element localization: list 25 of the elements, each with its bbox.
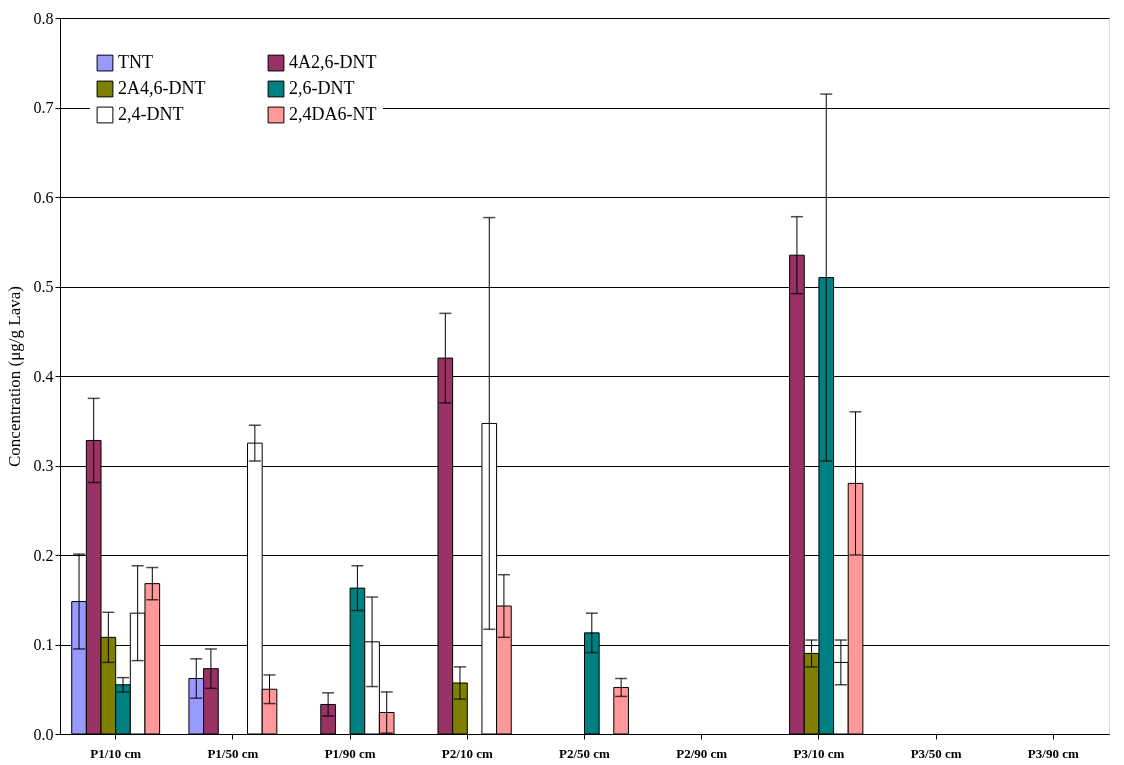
x-tick-label: P3/90 cm <box>1027 745 1079 761</box>
y-tick-label: 0.1 <box>33 636 54 653</box>
legend-label: TNT <box>118 52 153 73</box>
x-tick-label: P2/10 cm <box>441 745 493 761</box>
x-tick-label: P1/10 cm <box>90 745 142 761</box>
x-tick-label: P1/50 cm <box>207 745 259 761</box>
y-tick-label: 0.5 <box>33 278 54 295</box>
y-tick-label: 0.6 <box>33 188 54 206</box>
y-tick-label: 0.4 <box>33 367 54 385</box>
x-tick-label: P2/90 cm <box>676 745 728 761</box>
x-tick-label: P3/10 cm <box>793 745 845 761</box>
legend-label: 2A4,6-DNT <box>118 78 206 98</box>
x-tick-label: P1/90 cm <box>324 745 376 761</box>
x-tick-label: P3/50 cm <box>910 745 962 761</box>
legend-label: 4A2,6-DNT <box>289 52 377 73</box>
legend-label: 2,4DA6-NT <box>289 104 377 124</box>
legend-label: 2,6-DNT <box>289 78 355 98</box>
y-tick-label: 0.0 <box>33 725 54 743</box>
y-tick-label: 0.8 <box>33 9 54 27</box>
y-tick-label: 0.2 <box>33 546 54 564</box>
y-tick-label: 0.3 <box>33 457 54 474</box>
y-tick-label: 0.7 <box>33 99 54 116</box>
legend-label: 2,4-DNT <box>118 104 184 124</box>
y-axis-title: Concentration (μg/g Lava) <box>4 286 24 467</box>
x-tick-label: P2/50 cm <box>559 745 611 761</box>
